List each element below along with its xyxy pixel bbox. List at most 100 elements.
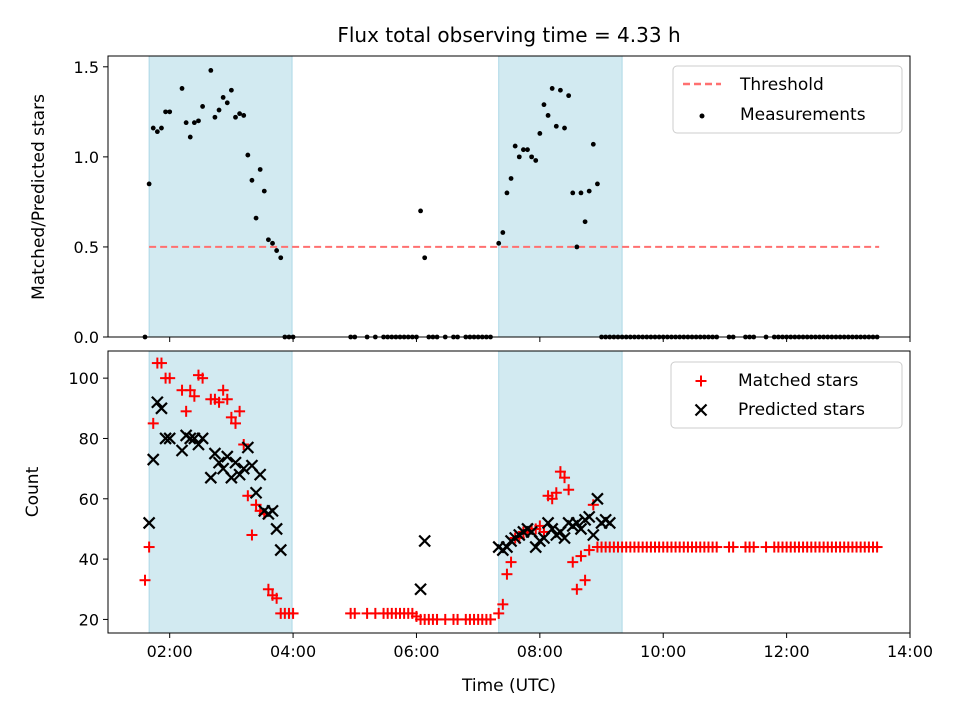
measurement-point: [208, 68, 214, 73]
measurement-point: [508, 176, 514, 181]
matched-star-point: [567, 556, 579, 568]
measurement-point: [228, 87, 234, 93]
measurement-point: [187, 134, 193, 140]
predicted-star-point: [274, 543, 288, 557]
predicted-star-point: [142, 516, 156, 530]
measurement-point: [270, 240, 275, 246]
top-legend: Threshold Measurements: [672, 65, 903, 134]
bottom-axes-frame: [107, 350, 911, 634]
measurement-point: [545, 113, 551, 118]
measurement-point: [261, 188, 267, 194]
matched-star-point: [213, 396, 225, 408]
measurement-point: [179, 86, 185, 91]
measurement-point: [154, 129, 160, 135]
measurement-point: [516, 154, 522, 160]
predicted-star-point: [155, 402, 168, 415]
top-y-ticks: 0.0 0.5 1.0 1.5: [74, 58, 108, 347]
top-y-tick-label: 0.5: [74, 238, 99, 257]
matched-star-point: [271, 592, 283, 604]
matched-legend-marker: [695, 375, 707, 387]
matched-star-point: [497, 598, 509, 610]
measurement-point: [183, 120, 189, 126]
measurement-point: [191, 120, 197, 126]
predicted-star-point: [204, 471, 218, 484]
predicted-star-point: [237, 462, 251, 475]
matched-star-point: [184, 384, 196, 396]
top-chart-title: Flux total observing time = 4.33 h: [337, 23, 680, 47]
measurement-point: [553, 123, 559, 129]
measurement-point: [562, 125, 567, 131]
matched-star-point: [550, 487, 562, 499]
predicted-star-point: [208, 447, 222, 460]
x-tick-label: 04:00: [270, 642, 316, 661]
measurement-point: [150, 125, 156, 131]
measurement-point: [245, 152, 251, 158]
measurement-point: [212, 114, 218, 120]
matched-star-point: [546, 493, 558, 505]
predicted-star-point: [414, 582, 427, 596]
predicted-star-point: [233, 468, 246, 481]
top-x-ticks: [169, 337, 911, 342]
predicted-legend-cross: [694, 403, 708, 417]
matched-legend-plus: [695, 375, 707, 387]
measurement-point: [590, 141, 596, 147]
predicted-star-point: [163, 432, 176, 445]
predicted-star-point: [183, 432, 197, 445]
predicted-star-point: [582, 510, 596, 524]
top-shaded-intervals: [148, 55, 623, 338]
predicted-star-point: [570, 516, 584, 530]
matched-star-point: [711, 541, 723, 553]
matched-star-point: [221, 393, 233, 405]
measurement-point: [233, 114, 238, 120]
x-tick-label: 12:00: [764, 642, 810, 661]
measurements-legend-marker: [699, 113, 705, 119]
predicted-star-point: [249, 486, 263, 500]
predicted-legend-marker: [694, 403, 708, 417]
measurement-point: [512, 143, 518, 149]
measurement-point: [549, 86, 555, 91]
measurement-point: [578, 190, 584, 196]
measurement-point: [570, 190, 576, 196]
matched-star-point: [563, 484, 575, 496]
threshold-legend-label: Threshold: [739, 75, 824, 95]
measurement-point: [558, 87, 563, 93]
matched-star-point: [579, 574, 591, 586]
bottom-plot-area: [139, 357, 883, 625]
measurement-point: [220, 95, 226, 100]
matched-star-point: [748, 541, 760, 553]
top-axes-frame: [107, 55, 911, 338]
measurement-point: [422, 255, 428, 261]
predicted-star-point: [541, 516, 555, 530]
bottom-panel: 02:00 04:00 06:00 08:00 10:00 12:00 14:00 20 40…: [23, 350, 933, 696]
measurement-point: [537, 131, 543, 136]
matched-star-point: [143, 541, 155, 553]
measurement-point: [595, 181, 600, 187]
matched-star-point: [505, 556, 517, 568]
matched-star-point: [180, 405, 192, 417]
measurement-point: [574, 244, 580, 250]
measurement-point: [566, 93, 572, 99]
bottom-legend-box: [670, 361, 903, 429]
matched-star-point: [559, 472, 571, 484]
measurement-point: [274, 248, 280, 253]
matched-star-point: [217, 384, 229, 396]
matched-star-point: [246, 529, 258, 541]
shaded-interval: [148, 350, 293, 634]
predicted-star-point: [270, 522, 283, 536]
predicted-star-point: [241, 441, 255, 454]
measurement-point: [541, 102, 547, 108]
predicted-star-point: [266, 504, 279, 518]
matched-star-point: [501, 568, 513, 580]
bottom-y-tick-label: 60: [79, 490, 99, 509]
bottom-y-ticks: 20 40 60 80 100: [68, 369, 108, 629]
top-legend-box: [672, 65, 903, 134]
predicted-star-point: [159, 432, 172, 445]
matched-star-point: [493, 607, 505, 619]
measurements-legend-label: Measurements: [740, 105, 866, 125]
measurement-point: [496, 240, 502, 246]
measurement-point: [167, 109, 173, 115]
matched-star-point: [229, 417, 241, 429]
matched-legend-label: Matched stars: [738, 371, 858, 391]
matched-star-point: [349, 607, 361, 619]
measurement-point: [253, 215, 259, 221]
